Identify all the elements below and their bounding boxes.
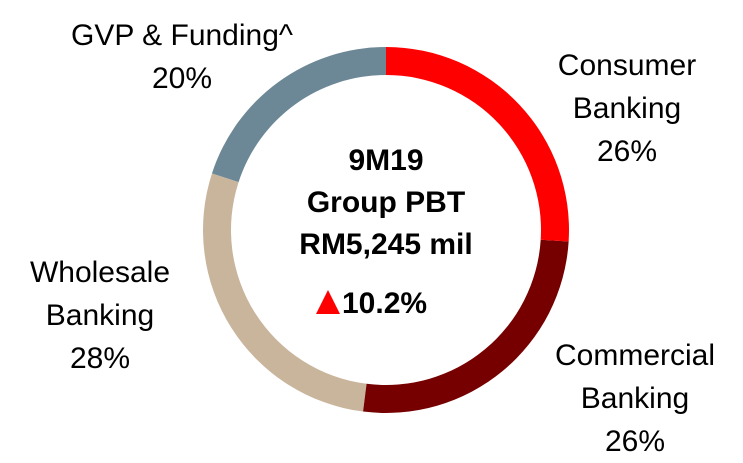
up-arrow xyxy=(316,290,340,314)
center-title: Group PBT xyxy=(307,186,465,219)
value-label: 20% xyxy=(151,62,213,95)
value-label: 26% xyxy=(604,425,666,458)
donut-segment xyxy=(211,47,386,183)
segment-label: Commercial Banking 26% xyxy=(535,334,735,463)
category-label: Commercial Banking xyxy=(554,339,716,415)
change-label: 10.2% xyxy=(342,287,427,320)
category-label: Wholesale Banking xyxy=(29,256,171,332)
segment-label: GVP & Funding^ 20% xyxy=(12,14,352,100)
donut-segment xyxy=(202,173,367,412)
donut-segment xyxy=(386,47,569,242)
category-label: GVP & Funding^ xyxy=(71,19,293,52)
donut-segment xyxy=(363,239,569,413)
category-label: Consumer Banking xyxy=(557,49,697,125)
value-label: 28% xyxy=(69,342,131,375)
segment-label: Wholesale Banking 28% xyxy=(0,251,200,380)
value-label: 26% xyxy=(596,135,658,168)
segment-label: Consumer Banking 26% xyxy=(537,44,717,173)
center-title: 9M19 xyxy=(348,144,423,177)
center-title: RM5,245 mil xyxy=(299,228,472,261)
